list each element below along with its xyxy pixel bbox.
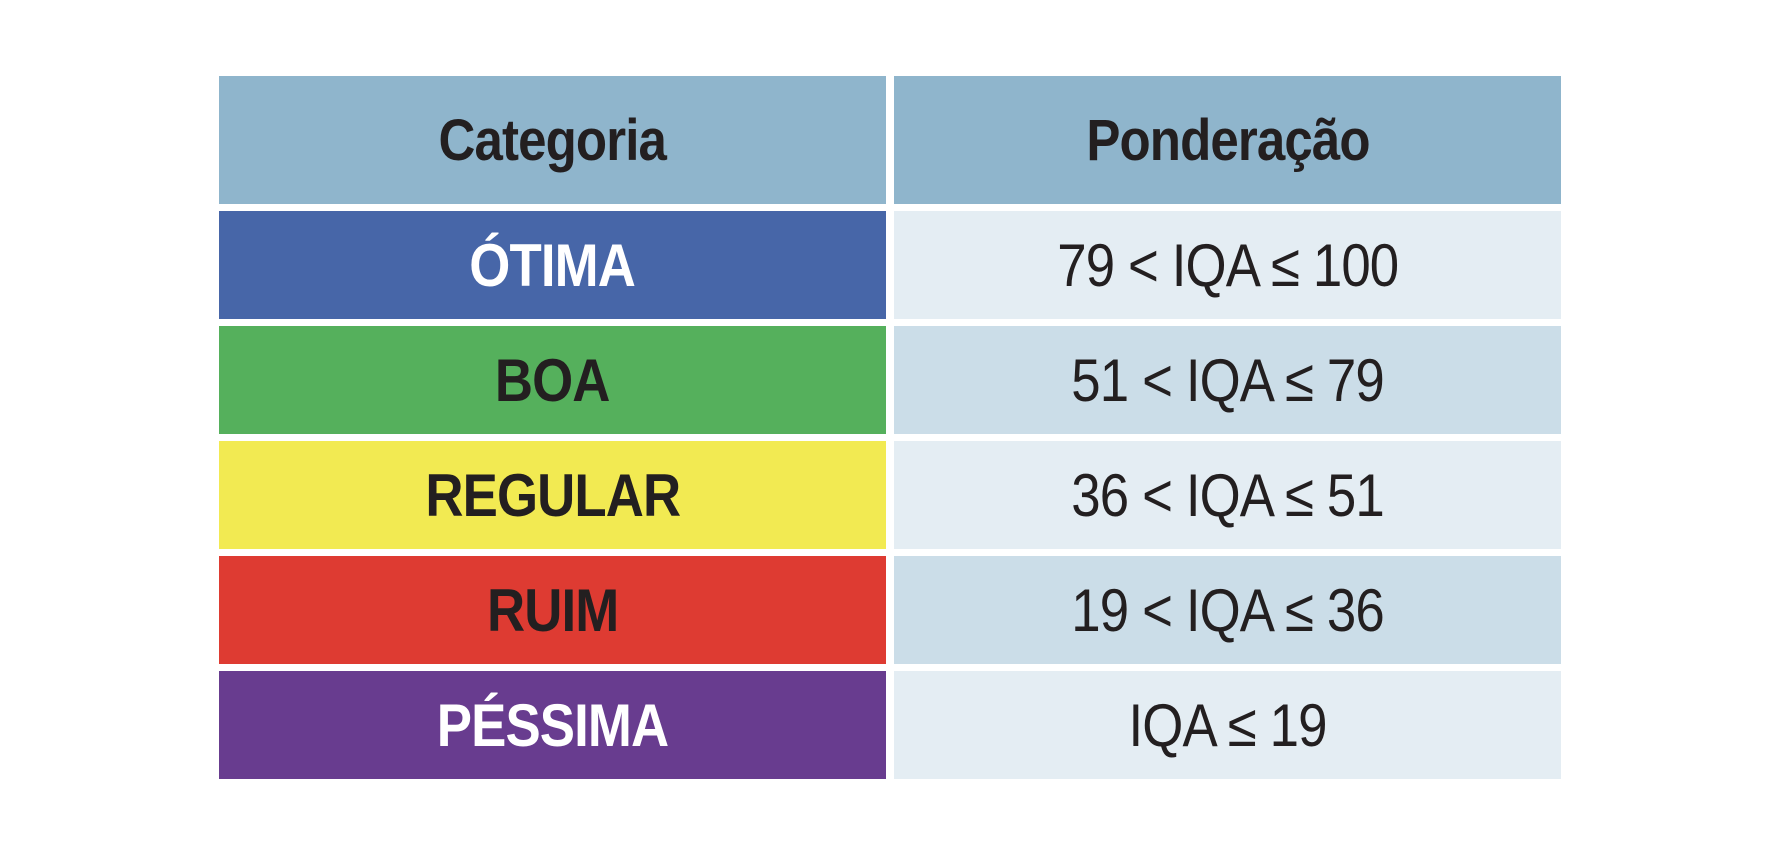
range-cell-boa: 51 < IQA ≤ 79 [894, 326, 1561, 434]
range-label: 36 < IQA ≤ 51 [1071, 461, 1384, 529]
header-weighting: Ponderação [894, 76, 1561, 204]
category-cell-boa: BOA [219, 326, 886, 434]
category-cell-otima: ÓTIMA [219, 211, 886, 319]
category-cell-pessima: PÉSSIMA [219, 671, 886, 779]
range-cell-ruim: 19 < IQA ≤ 36 [894, 556, 1561, 664]
category-cell-ruim: RUIM [219, 556, 886, 664]
category-label: RUIM [486, 576, 619, 644]
category-label: REGULAR [425, 461, 681, 529]
header-category: Categoria [219, 76, 886, 204]
range-label: 19 < IQA ≤ 36 [1071, 576, 1384, 644]
range-cell-otima: 79 < IQA ≤ 100 [894, 211, 1561, 319]
category-cell-regular: REGULAR [219, 441, 886, 549]
category-label: PÉSSIMA [436, 691, 669, 759]
range-cell-pessima: IQA ≤ 19 [894, 671, 1561, 779]
range-label: 79 < IQA ≤ 100 [1056, 231, 1399, 299]
category-label: BOA [495, 346, 611, 414]
range-label: 51 < IQA ≤ 79 [1071, 346, 1384, 414]
range-label: IQA ≤ 19 [1128, 691, 1327, 759]
header-category-label: Categoria [438, 107, 667, 173]
header-weighting-label: Ponderação [1085, 107, 1370, 173]
category-label: ÓTIMA [469, 231, 637, 299]
range-cell-regular: 36 < IQA ≤ 51 [894, 441, 1561, 549]
iqa-category-table: Categoria Ponderação ÓTIMA 79 < IQA ≤ 10… [219, 76, 1561, 779]
